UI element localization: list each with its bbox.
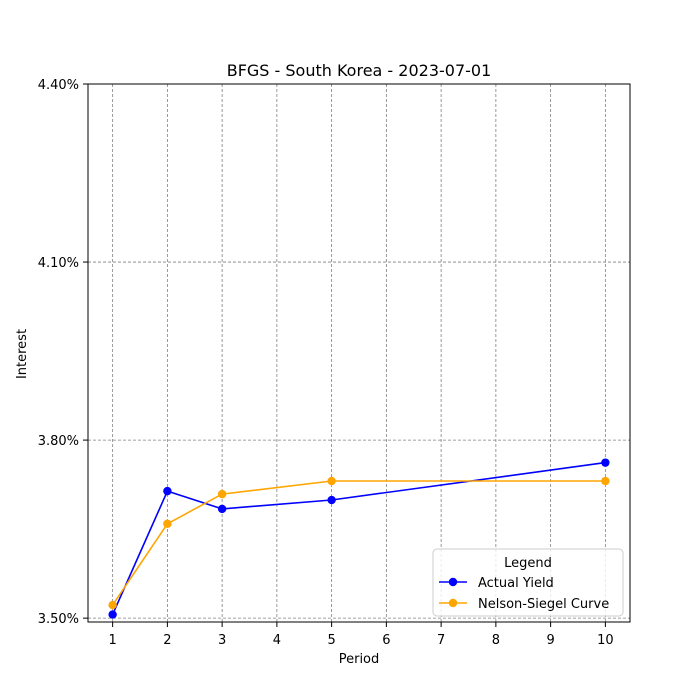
- y-tick-label: 3.80%: [38, 434, 79, 449]
- series-1-point: [327, 476, 336, 486]
- y-tick-label: 4.10%: [38, 256, 79, 271]
- y-tick-label: 3.50%: [38, 612, 79, 627]
- y-tick-label: 4.40%: [38, 78, 79, 93]
- x-tick-label: 4: [273, 633, 281, 648]
- series-1-point: [217, 489, 227, 499]
- legend-label-1: Nelson-Siegel Curve: [478, 597, 609, 612]
- series-0-point: [601, 458, 610, 467]
- series-1-point: [163, 519, 172, 528]
- ticks: 1 2 3 4 5 6 7 8 9 10 3.50% 3.80% 4.10% 4.40%: [38, 78, 614, 648]
- series-layer: [108, 458, 610, 619]
- x-tick-label: 10: [597, 633, 614, 648]
- x-tick-label: 9: [546, 633, 554, 648]
- x-tick-label: 7: [437, 633, 445, 648]
- x-tick-label: 8: [492, 633, 500, 648]
- legend-label-0: Actual Yield: [478, 576, 554, 591]
- series-0-point: [163, 486, 172, 496]
- x-tick-label: 2: [163, 633, 171, 648]
- legend-title: Legend: [504, 556, 552, 571]
- legend-marker-0: [448, 577, 458, 587]
- legend: Legend Actual Yield Nelson-Siegel Curve: [432, 548, 624, 617]
- x-tick-label: 3: [218, 633, 226, 648]
- x-tick-label: 1: [108, 633, 116, 648]
- plot-area-frame: [87, 83, 631, 623]
- chart-title: BFGS - South Korea - 2023-07-01: [227, 61, 492, 80]
- series-0-point: [327, 495, 336, 505]
- x-tick-label: 5: [327, 633, 335, 648]
- series-1-point: [108, 600, 117, 610]
- legend-box: [432, 548, 624, 617]
- x-tick-label: 6: [382, 633, 390, 648]
- series-0-point: [108, 610, 117, 619]
- y-axis-label: Interest: [15, 329, 30, 379]
- series-1-point: [601, 476, 610, 486]
- x-axis-label: Period: [339, 652, 380, 667]
- series-0-point: [217, 504, 227, 514]
- legend-marker-1: [448, 598, 458, 608]
